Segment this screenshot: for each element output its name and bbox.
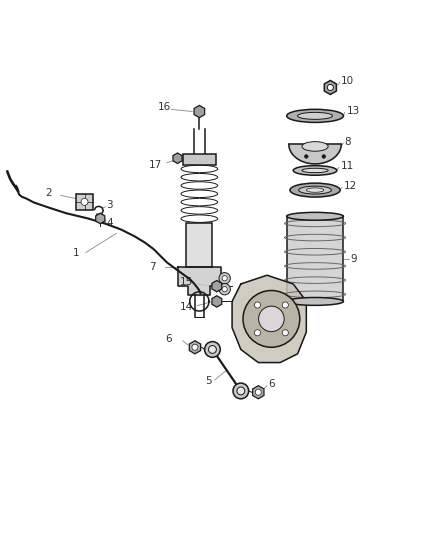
Text: 10: 10 (341, 76, 354, 86)
Polygon shape (194, 106, 205, 118)
Circle shape (233, 383, 249, 399)
Circle shape (219, 284, 230, 295)
Polygon shape (212, 280, 222, 292)
Ellipse shape (287, 297, 343, 305)
Circle shape (254, 302, 261, 308)
Ellipse shape (299, 186, 332, 194)
FancyBboxPatch shape (287, 216, 343, 302)
Polygon shape (173, 153, 182, 164)
Text: 3: 3 (106, 200, 113, 211)
Text: 4: 4 (106, 218, 113, 228)
Polygon shape (177, 266, 221, 295)
Ellipse shape (302, 142, 328, 151)
Circle shape (282, 330, 288, 336)
Text: 15: 15 (180, 277, 193, 287)
Text: 8: 8 (345, 137, 351, 147)
Text: 2: 2 (45, 188, 52, 198)
Text: 1: 1 (73, 248, 79, 259)
Text: 6: 6 (268, 379, 275, 390)
Circle shape (322, 155, 325, 158)
Circle shape (304, 155, 308, 158)
Ellipse shape (290, 183, 340, 197)
FancyBboxPatch shape (76, 193, 93, 210)
Ellipse shape (287, 109, 343, 123)
Circle shape (255, 389, 261, 395)
Circle shape (219, 272, 230, 284)
Circle shape (258, 306, 284, 332)
Circle shape (192, 344, 198, 350)
Ellipse shape (293, 166, 337, 175)
Polygon shape (189, 341, 201, 354)
Circle shape (254, 330, 261, 336)
FancyBboxPatch shape (183, 154, 216, 165)
Text: 13: 13 (346, 106, 360, 116)
Circle shape (237, 387, 245, 395)
Text: 17: 17 (149, 160, 162, 170)
Polygon shape (96, 213, 105, 224)
Text: 12: 12 (343, 181, 357, 191)
Text: 16: 16 (158, 102, 171, 112)
Circle shape (282, 302, 288, 308)
Circle shape (222, 276, 227, 281)
Ellipse shape (297, 112, 332, 119)
Polygon shape (324, 80, 336, 94)
Circle shape (81, 198, 88, 205)
Circle shape (205, 342, 220, 357)
Ellipse shape (306, 188, 324, 192)
FancyBboxPatch shape (186, 223, 212, 266)
Polygon shape (289, 144, 341, 164)
Text: 6: 6 (165, 334, 172, 344)
Circle shape (208, 345, 216, 353)
Text: 14: 14 (180, 302, 193, 312)
Circle shape (222, 287, 227, 292)
Circle shape (243, 290, 300, 348)
Circle shape (327, 84, 333, 91)
Text: 9: 9 (350, 254, 357, 264)
Text: 11: 11 (340, 161, 353, 171)
Text: 7: 7 (149, 262, 156, 271)
Text: 5: 5 (205, 376, 212, 386)
Ellipse shape (302, 168, 328, 173)
Polygon shape (212, 296, 222, 307)
Polygon shape (253, 386, 264, 399)
Ellipse shape (287, 212, 343, 220)
Polygon shape (232, 275, 306, 362)
